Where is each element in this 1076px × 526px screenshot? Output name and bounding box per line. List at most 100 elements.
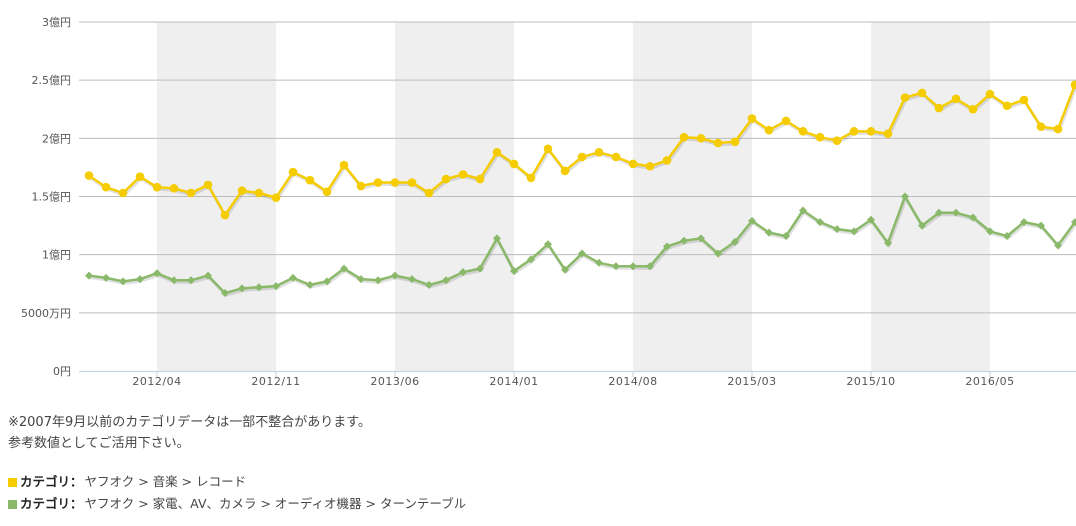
data-point[interactable] (254, 188, 264, 198)
data-point[interactable] (272, 282, 280, 291)
data-point[interactable] (935, 208, 943, 217)
data-point[interactable] (662, 156, 672, 165)
data-point[interactable] (288, 167, 298, 177)
data-point[interactable] (492, 147, 502, 157)
data-point[interactable] (322, 187, 332, 197)
data-point[interactable] (475, 174, 485, 184)
data-point[interactable] (918, 221, 926, 230)
data-point[interactable] (917, 88, 927, 98)
data-point[interactable] (679, 132, 689, 142)
data-point[interactable] (424, 188, 434, 198)
data-point[interactable] (985, 89, 995, 99)
data-point[interactable] (510, 266, 518, 275)
data-point[interactable] (815, 132, 825, 142)
data-point[interactable] (748, 216, 756, 225)
data-point[interactable] (833, 225, 841, 234)
data-point[interactable] (782, 232, 790, 241)
data-point[interactable] (561, 265, 569, 274)
data-point[interactable] (255, 283, 263, 292)
data-point[interactable] (799, 206, 807, 215)
data-point[interactable] (135, 172, 145, 182)
data-point[interactable] (459, 268, 467, 277)
data-point[interactable] (204, 271, 212, 280)
data-point[interactable] (866, 127, 876, 136)
data-point[interactable] (203, 180, 213, 190)
data-point[interactable] (560, 166, 570, 176)
data-point[interactable] (969, 213, 977, 222)
data-point[interactable] (305, 175, 315, 185)
data-point[interactable] (476, 264, 484, 273)
data-point[interactable] (594, 147, 604, 157)
data-point[interactable] (696, 134, 706, 143)
data-point[interactable] (340, 264, 348, 273)
data-point[interactable] (849, 127, 859, 136)
data-point[interactable] (85, 271, 93, 280)
data-point[interactable] (577, 152, 587, 162)
data-point[interactable] (629, 262, 637, 271)
data-point[interactable] (153, 269, 161, 278)
data-point[interactable] (1020, 218, 1028, 227)
data-point[interactable] (84, 171, 94, 180)
data-point[interactable] (170, 276, 178, 285)
data-point[interactable] (680, 236, 688, 245)
data-point[interactable] (578, 249, 586, 258)
data-point[interactable] (374, 276, 382, 285)
data-point[interactable] (1003, 232, 1011, 241)
data-point[interactable] (764, 125, 774, 135)
data-point[interactable] (816, 218, 824, 227)
data-point[interactable] (407, 178, 417, 187)
data-point[interactable] (1070, 80, 1076, 90)
data-point[interactable] (951, 94, 961, 104)
data-point[interactable] (390, 178, 400, 187)
data-point[interactable] (527, 255, 535, 264)
data-point[interactable] (611, 152, 621, 162)
data-point[interactable] (373, 178, 383, 187)
data-point[interactable] (101, 182, 111, 192)
data-point[interactable] (1054, 241, 1062, 250)
data-point[interactable] (900, 93, 910, 102)
data-point[interactable] (884, 239, 892, 248)
data-point[interactable] (102, 273, 110, 282)
data-point[interactable] (798, 127, 808, 136)
data-point[interactable] (306, 280, 314, 289)
data-point[interactable] (713, 138, 723, 148)
data-point[interactable] (850, 227, 858, 236)
data-point[interactable] (730, 137, 740, 147)
data-point[interactable] (714, 249, 722, 258)
data-point[interactable] (867, 215, 875, 224)
data-point[interactable] (832, 136, 842, 145)
data-point[interactable] (136, 275, 144, 284)
data-point[interactable] (391, 271, 399, 280)
data-point[interactable] (595, 258, 603, 267)
data-point[interactable] (493, 234, 501, 243)
data-point[interactable] (747, 114, 757, 123)
data-point[interactable] (883, 129, 893, 138)
data-point[interactable] (271, 193, 281, 202)
data-point[interactable] (169, 184, 179, 193)
data-point[interactable] (781, 116, 791, 126)
data-point[interactable] (408, 275, 416, 284)
data-point[interactable] (986, 227, 994, 236)
data-point[interactable] (1053, 124, 1063, 134)
data-point[interactable] (1002, 101, 1012, 111)
data-point[interactable] (323, 277, 331, 286)
data-point[interactable] (1071, 218, 1076, 227)
data-point[interactable] (238, 284, 246, 293)
data-point[interactable] (442, 276, 450, 285)
data-point[interactable] (646, 262, 654, 271)
data-point[interactable] (187, 276, 195, 285)
data-point[interactable] (221, 289, 229, 298)
data-point[interactable] (186, 188, 196, 198)
data-point[interactable] (356, 181, 366, 191)
data-point[interactable] (731, 237, 739, 246)
data-point[interactable] (425, 280, 433, 289)
data-point[interactable] (458, 170, 468, 179)
data-point[interactable] (237, 186, 247, 195)
data-point[interactable] (526, 173, 536, 183)
data-point[interactable] (901, 192, 909, 201)
data-point[interactable] (952, 208, 960, 217)
data-point[interactable] (628, 159, 638, 169)
data-point[interactable] (697, 234, 705, 243)
data-point[interactable] (645, 161, 655, 171)
data-point[interactable] (1037, 221, 1045, 230)
